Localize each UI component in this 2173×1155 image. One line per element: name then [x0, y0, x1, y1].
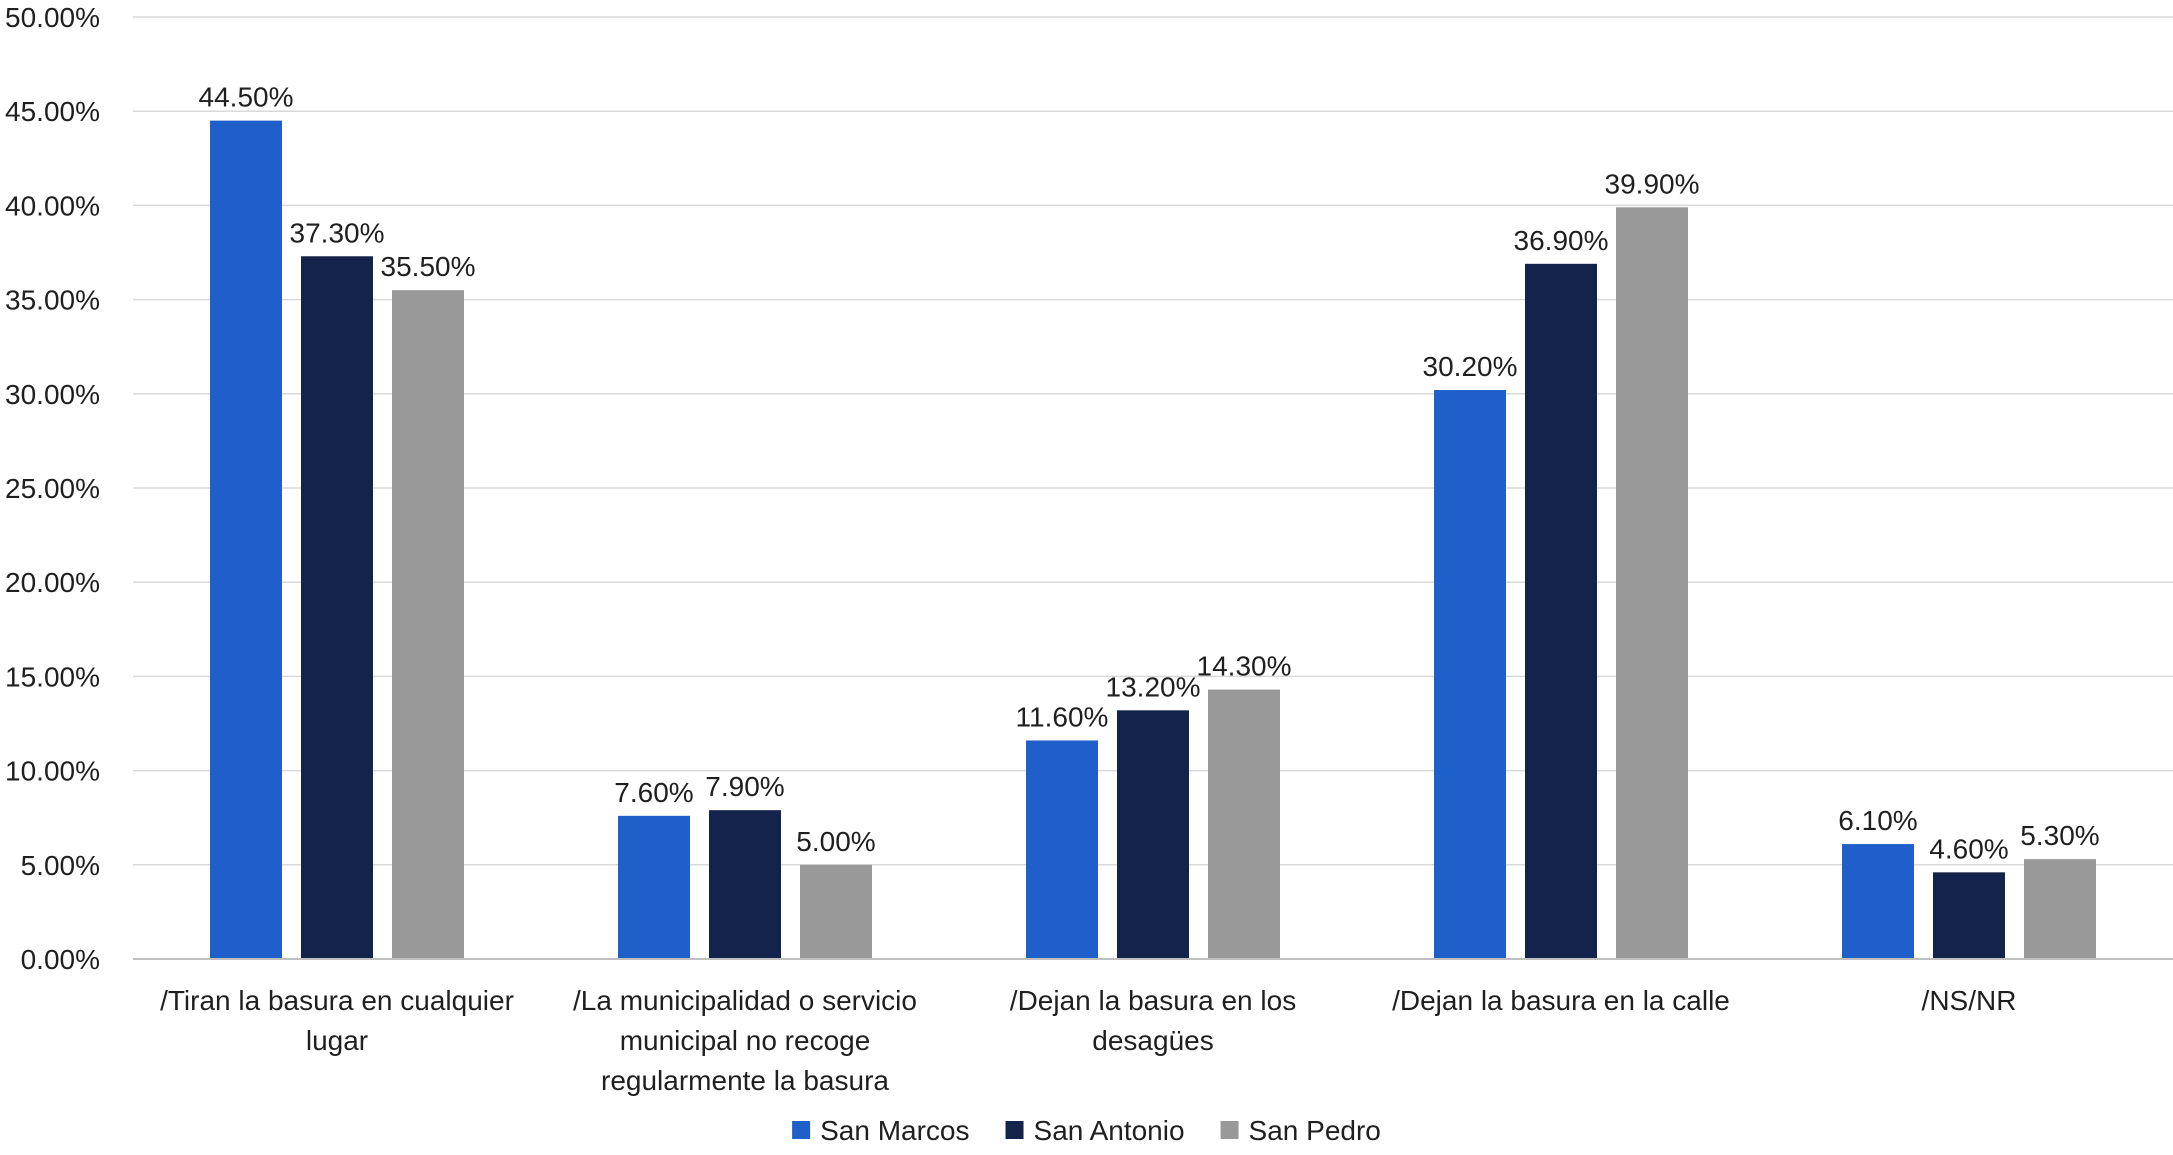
category-label: /NS/NR — [1922, 985, 2017, 1016]
bar — [210, 120, 282, 960]
category-label: /Tiran la basura en cualquier lugar — [160, 985, 514, 1056]
category-label-line: /Dejan la basura en los — [1010, 985, 1296, 1016]
bar — [1026, 740, 1098, 959]
data-label: 39.90% — [1605, 168, 1700, 199]
y-tick-label: 25.00% — [5, 473, 100, 504]
category-label: /Dejan la basura en la calle — [1392, 985, 1730, 1016]
y-axis-tick-labels: 0.00% 5.00% 10.00% 15.00% 20.00% 25.00% 30.00%… — [5, 2, 100, 975]
bar — [301, 256, 373, 959]
category-label: /Dejan la basura en los desagües — [1010, 985, 1296, 1056]
bar — [618, 815, 690, 959]
data-label: 36.90% — [1514, 225, 1609, 256]
data-label: 13.20% — [1106, 671, 1201, 702]
data-label: 4.60% — [1929, 833, 2008, 864]
data-label: 14.30% — [1197, 651, 1292, 682]
data-label: 35.50% — [381, 251, 476, 282]
category-label-line: regularmente la basura — [601, 1065, 889, 1096]
y-tick-label: 0.00% — [21, 944, 100, 975]
bar — [1117, 710, 1189, 959]
y-tick-label: 15.00% — [5, 661, 100, 692]
y-tick-label: 30.00% — [5, 379, 100, 410]
data-label: 7.60% — [614, 777, 693, 808]
gridlines — [133, 16, 2173, 866]
bar — [1842, 844, 1914, 959]
bars — [210, 120, 2096, 960]
bar — [1208, 689, 1280, 959]
legend-swatch — [1220, 1121, 1239, 1139]
legend-label: San Pedro — [1249, 1115, 1381, 1146]
data-label: 37.30% — [290, 217, 385, 248]
data-label: 5.30% — [2020, 820, 2099, 851]
data-label: 44.50% — [199, 82, 294, 113]
legend-label: San Marcos — [820, 1115, 969, 1146]
y-tick-label: 5.00% — [21, 850, 100, 881]
legend-swatch — [792, 1121, 811, 1139]
bar — [1434, 390, 1506, 960]
category-label-line: municipal no recoge — [620, 1025, 871, 1056]
category-label-line: /La municipalidad o servicio — [573, 985, 917, 1016]
category-label-line: lugar — [306, 1025, 368, 1056]
category-label-line: desagües — [1092, 1025, 1213, 1056]
y-tick-label: 10.00% — [5, 756, 100, 787]
y-tick-label: 40.00% — [5, 190, 100, 221]
data-label: 7.90% — [705, 771, 784, 802]
legend-label: San Antonio — [1034, 1115, 1185, 1146]
data-labels: 44.50% 7.60% 11.60% 30.20% 6.10% 37.30% 7.90% 1… — [199, 82, 2100, 865]
y-tick-label: 35.00% — [5, 285, 100, 316]
bar — [1616, 207, 1688, 959]
y-tick-label: 50.00% — [5, 2, 100, 33]
data-label: 5.00% — [796, 826, 875, 857]
category-label-line: /Tiran la basura en cualquier — [160, 985, 514, 1016]
data-label: 30.20% — [1423, 351, 1518, 382]
bar — [1525, 263, 1597, 960]
legend: San Marcos San Antonio San Pedro — [792, 1115, 1381, 1146]
bar — [800, 864, 872, 959]
y-tick-label: 45.00% — [5, 96, 100, 127]
category-label-line: /NS/NR — [1922, 985, 2017, 1016]
bar — [392, 290, 464, 959]
data-label: 6.10% — [1838, 805, 1917, 836]
bar — [1933, 872, 2005, 959]
bar — [709, 810, 781, 959]
category-labels: /Tiran la basura en cualquier lugar/La mu… — [160, 985, 2016, 1096]
bar — [2024, 859, 2096, 959]
category-label: /La municipalidad o servicio municipal no… — [573, 985, 917, 1096]
category-label-line: /Dejan la basura en la calle — [1392, 985, 1730, 1016]
y-tick-label: 20.00% — [5, 567, 100, 598]
data-label: 11.60% — [1016, 701, 1109, 732]
legend-swatch — [1005, 1121, 1024, 1139]
